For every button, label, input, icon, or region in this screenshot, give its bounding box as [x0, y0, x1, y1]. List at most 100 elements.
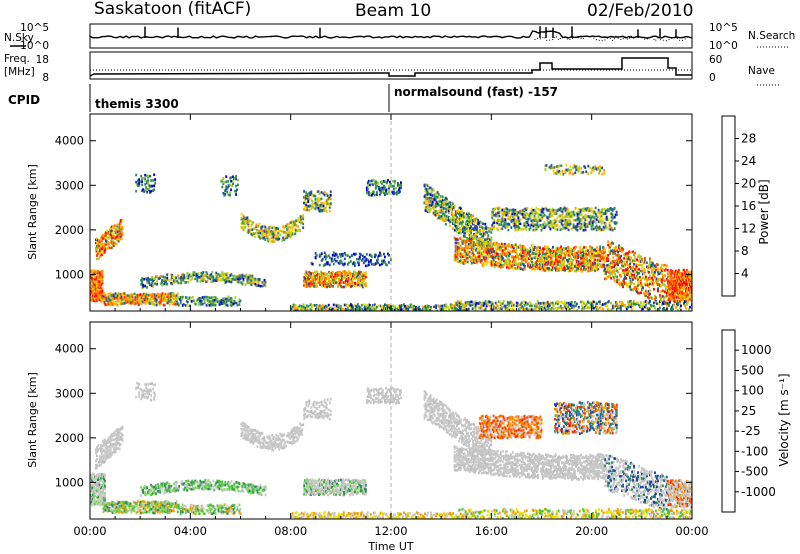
power-cell: [393, 307, 395, 311]
power-cell: [438, 197, 441, 201]
power-cell: [493, 243, 496, 247]
power-cell: [374, 262, 377, 265]
power-cell: [507, 254, 510, 257]
power-cell: [99, 276, 102, 280]
power-cell: [610, 267, 613, 270]
power-cell: [258, 222, 261, 226]
power-cell: [491, 210, 494, 214]
power-cell: [650, 264, 652, 267]
power-cell: [121, 232, 124, 235]
power-cell: [554, 224, 557, 227]
power-cell: [224, 300, 227, 303]
power-cell: [90, 275, 92, 278]
power-cell: [208, 304, 211, 307]
power-cell: [147, 276, 150, 280]
power-cell: [166, 295, 169, 298]
power-cell: [458, 260, 461, 263]
power-cell: [354, 281, 356, 285]
power-cell: [254, 235, 257, 239]
power-cell: [367, 306, 370, 309]
power-cell: [145, 277, 148, 280]
power-cell: [592, 210, 595, 213]
power-cell: [682, 288, 684, 291]
power-cell: [626, 258, 628, 262]
power-cell: [319, 204, 322, 207]
power-cell: [387, 307, 389, 310]
power-cell: [590, 261, 593, 265]
power-cell: [504, 244, 507, 248]
power-cell: [158, 297, 161, 300]
power-cell: [549, 215, 552, 218]
power-cell: [647, 266, 649, 270]
power-cell: [480, 224, 483, 228]
power-cell: [349, 277, 351, 280]
power-cell: [143, 298, 146, 302]
power-cell: [94, 288, 97, 291]
power-cell: [467, 226, 469, 229]
power-cell: [319, 278, 321, 282]
power-cell: [164, 292, 167, 296]
power-cell: [148, 187, 151, 191]
power-cell: [341, 262, 344, 266]
power-cell: [576, 228, 579, 232]
power-cell: [244, 216, 247, 220]
power-cell: [222, 192, 225, 195]
power-cell: [307, 271, 310, 274]
power-cell: [433, 213, 436, 216]
power-cell: [582, 216, 585, 219]
power-cell: [641, 263, 643, 267]
power-cell: [682, 296, 684, 300]
power-cell: [235, 177, 237, 181]
power-cell: [643, 261, 645, 265]
power-cell: [296, 306, 299, 309]
power-cell: [670, 280, 673, 283]
power-cell: [568, 215, 571, 218]
power-cell: [318, 273, 320, 276]
power-cell: [216, 275, 219, 279]
power-cell: [599, 248, 602, 251]
power-cell: [137, 300, 140, 304]
power-cell: [602, 254, 605, 257]
power-cell: [448, 208, 451, 212]
power-cell: [291, 223, 294, 226]
power-cell: [103, 237, 106, 241]
power-cell: [611, 259, 614, 263]
power-cell: [625, 268, 627, 271]
power-cell: [100, 253, 103, 257]
power-cell: [657, 270, 659, 274]
power-cell: [138, 178, 141, 181]
power-cell: [96, 295, 99, 298]
power-cell: [680, 293, 682, 296]
power-cell: [667, 297, 670, 300]
power-cell: [305, 304, 308, 308]
power-cell: [531, 260, 533, 264]
power-cell: [244, 276, 247, 279]
power-cell: [547, 216, 550, 220]
power-cell: [126, 294, 129, 297]
power-cell: [593, 167, 596, 171]
power-cell: [197, 272, 200, 275]
power-cell: [513, 215, 516, 219]
power-cell: [534, 212, 537, 215]
power-cell: [490, 247, 493, 251]
power-cell: [585, 218, 588, 221]
power-cell: [542, 256, 544, 260]
power-cell: [680, 283, 682, 286]
power-cell: [551, 260, 553, 264]
power-cell: [459, 229, 461, 232]
power-cell: [473, 243, 476, 246]
power-cell: [161, 292, 164, 295]
power-cell: [609, 242, 612, 246]
power-cell: [371, 190, 374, 193]
power-cell: [505, 252, 508, 255]
power-cell: [649, 292, 651, 296]
power-cell: [546, 216, 549, 219]
power-cell: [178, 277, 181, 280]
power-cell: [237, 275, 240, 279]
power-cell: [495, 214, 498, 218]
power-cell: [170, 277, 173, 280]
power-cell: [456, 226, 458, 229]
power-cell: [575, 265, 577, 269]
power-cell: [303, 307, 306, 311]
power-cell: [385, 307, 387, 310]
